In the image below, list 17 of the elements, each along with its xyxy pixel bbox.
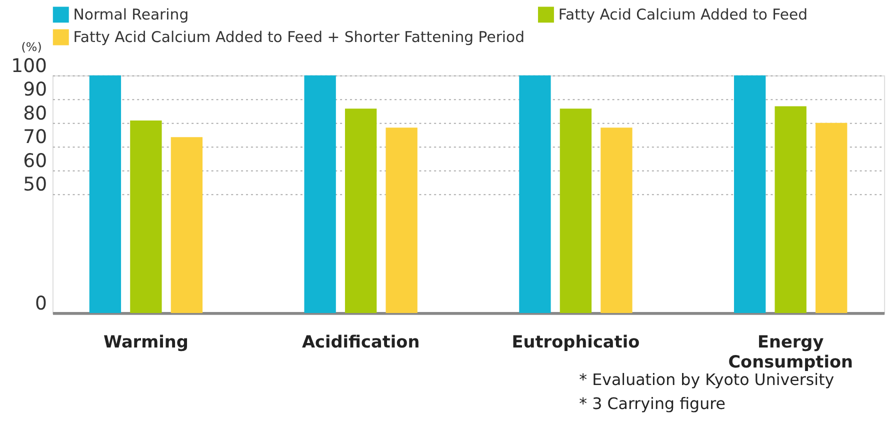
y-tick-label: 100 xyxy=(11,56,48,77)
legend-label: Normal Rearing xyxy=(73,6,189,24)
x-tick-label: Energy Consumption xyxy=(728,332,854,372)
y-axis-title: (%) xyxy=(21,40,42,54)
legend-label: Fatty Acid Calcium Added to Feed + Shorter Fattening Period xyxy=(73,28,525,46)
y-tick-label: 80 xyxy=(23,103,48,124)
y-tick-label: 90 xyxy=(23,80,48,101)
text: * Evaluation by Kyoto University xyxy=(579,370,834,390)
y-tick-label: 70 xyxy=(23,127,48,148)
y-tick-label: 50 xyxy=(23,174,48,196)
text: * 3 Carrying figure xyxy=(579,394,726,413)
y-tick-label: 60 xyxy=(23,150,48,172)
legend-label: Fatty Acid Calcium Added to Feed xyxy=(558,6,808,24)
x-tick-label: Acidification xyxy=(302,332,420,352)
x-tick-label: Eutrophicatio xyxy=(512,332,640,352)
y-tick-label: 0 xyxy=(35,293,48,314)
x-tick-label: Warming xyxy=(103,332,188,352)
